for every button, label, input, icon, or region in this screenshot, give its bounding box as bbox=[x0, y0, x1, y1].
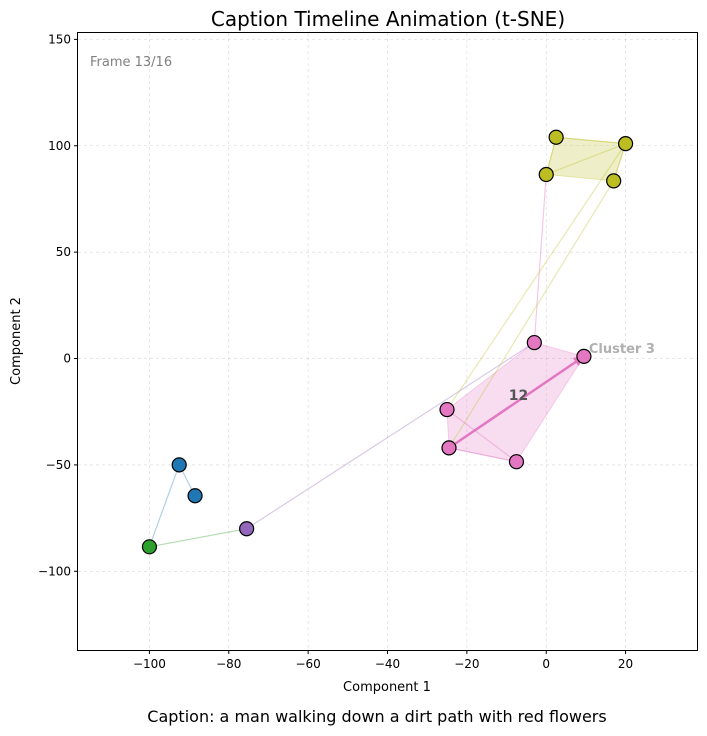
data-point bbox=[548, 129, 564, 145]
x-axis-label: Component 1 bbox=[343, 680, 431, 695]
trajectory-segment bbox=[448, 180, 615, 449]
data-point bbox=[617, 136, 634, 152]
cluster-hulls bbox=[446, 136, 627, 463]
y-tick-label: 100 bbox=[48, 139, 71, 153]
y-tick-label: −50 bbox=[46, 458, 71, 472]
data-points bbox=[141, 129, 634, 555]
trajectory-segment bbox=[446, 143, 627, 410]
data-point bbox=[171, 457, 187, 473]
x-tick-label: 20 bbox=[618, 657, 633, 671]
data-point bbox=[439, 401, 455, 418]
x-axis-ticks: −100 −80 −60 −40 −20 0 20 bbox=[133, 650, 633, 671]
trajectory-segment bbox=[246, 342, 535, 530]
y-tick-label: 50 bbox=[56, 245, 71, 259]
trajectory-segment bbox=[448, 447, 517, 463]
data-point bbox=[441, 440, 457, 456]
data-point bbox=[141, 539, 158, 555]
y-tick-label: 0 bbox=[63, 352, 71, 366]
data-point bbox=[526, 334, 542, 351]
trajectory-segment bbox=[533, 174, 547, 343]
chart-title: Caption Timeline Animation (t-SNE) bbox=[211, 7, 565, 31]
trajectory-segment bbox=[556, 136, 626, 145]
y-tick-label: −100 bbox=[38, 564, 71, 578]
data-point bbox=[606, 173, 622, 189]
current-step-segment bbox=[448, 355, 585, 449]
x-tick-label: −40 bbox=[375, 657, 400, 671]
frame-label: Frame 13/16 bbox=[90, 55, 172, 70]
y-axis-label: Component 2 bbox=[9, 297, 24, 385]
data-point bbox=[239, 521, 255, 537]
data-point bbox=[508, 454, 525, 470]
trajectory-segment bbox=[149, 528, 247, 548]
data-point bbox=[538, 166, 554, 183]
x-tick-label: −80 bbox=[216, 657, 241, 671]
trajectory-segment bbox=[446, 409, 517, 463]
data-point bbox=[187, 488, 203, 504]
trajectory-segment bbox=[546, 143, 626, 176]
x-tick-label: −20 bbox=[454, 657, 479, 671]
caption: Caption: a man walking down a dirt path … bbox=[147, 707, 606, 726]
y-axis-ticks: −100 −50 0 50 100 150 bbox=[38, 32, 78, 578]
trajectory-segment bbox=[148, 464, 180, 548]
current-index-label: 12 bbox=[509, 388, 528, 404]
cluster-label: Cluster 3 bbox=[589, 342, 655, 357]
x-tick-label: −100 bbox=[133, 657, 166, 671]
trajectory bbox=[148, 136, 627, 548]
data-point bbox=[576, 348, 592, 364]
x-tick-label: 0 bbox=[542, 657, 550, 671]
y-tick-label: 150 bbox=[48, 32, 71, 46]
x-tick-label: −60 bbox=[295, 657, 320, 671]
